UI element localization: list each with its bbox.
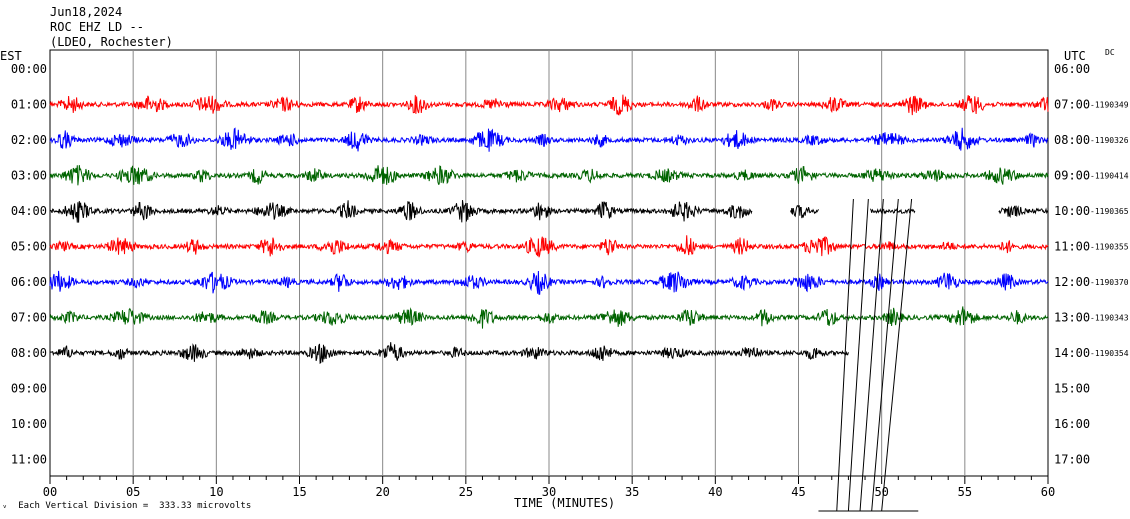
scale-note: ᵥ Each Vertical Division = 333.33 microv… <box>2 501 251 511</box>
est-hour-label: 08:00 <box>11 346 47 360</box>
est-hour-label: 01:00 <box>11 98 47 112</box>
x-tick-label: 55 <box>958 485 972 499</box>
trace-row-5 <box>49 235 1049 258</box>
utc-hour-label: 16:00 <box>1054 417 1090 431</box>
x-tick-label: 35 <box>625 485 639 499</box>
trace-row-6 <box>49 270 1049 295</box>
dc-offset-label: -1190370 <box>1090 278 1129 287</box>
axis: 00 05 10 15 20 25 30 35 40 45 50 55 60 <box>43 476 1055 499</box>
dc-offset-label: -1190355 <box>1090 243 1129 252</box>
est-hour-label: 02:00 <box>11 133 47 147</box>
traces <box>49 94 1049 512</box>
x-tick-label: 15 <box>292 485 306 499</box>
date-label: Jun18,2024 <box>50 5 123 19</box>
est-hour-label: 05:00 <box>11 240 47 254</box>
trace-row-2 <box>49 127 1049 152</box>
est-axis-labels: 00:00 01:00 02:00 03:00 04:00 05:00 06:00 07:00… <box>11 62 47 467</box>
utc-hour-label: 13:00 <box>1054 311 1090 325</box>
est-hour-label: 03:00 <box>11 169 47 183</box>
utc-hour-label: 12:00 <box>1054 275 1090 289</box>
utc-hour-label: 07:00 <box>1054 98 1090 112</box>
time-mark-line <box>847 198 869 512</box>
est-hour-label: 07:00 <box>11 311 47 325</box>
network-label: (LDEO, Rochester) <box>50 35 173 49</box>
utc-hour-label: 17:00 <box>1054 453 1090 467</box>
trace-row-3 <box>49 165 1049 186</box>
x-tick-label: 40 <box>708 485 722 499</box>
scale-note-text: Each Vertical Division = 333.33 microvol… <box>18 501 252 511</box>
station-label: ROC EHZ LD -- <box>50 20 144 34</box>
utc-hour-label: 15:00 <box>1054 382 1090 396</box>
x-axis-title: TIME (MINUTES) <box>514 496 616 510</box>
utc-hour-label: 08:00 <box>1054 133 1090 147</box>
time-mark-line <box>881 198 913 512</box>
dc-offset-labels: -1190349 -1190326 -1190414 -1190365 -1190355… <box>1090 101 1129 359</box>
x-tick-label: 05 <box>126 485 140 499</box>
x-tick-label: 20 <box>375 485 389 499</box>
trace-row-1 <box>49 94 1049 116</box>
x-tick-label: 60 <box>1041 485 1055 499</box>
est-hour-label: 06:00 <box>11 275 47 289</box>
time-mark-line <box>836 198 854 512</box>
est-hour-label: 09:00 <box>11 382 47 396</box>
x-tick-label: 45 <box>791 485 805 499</box>
x-tick-label: 00 <box>43 485 57 499</box>
dc-offset-label: -1190354 <box>1090 349 1129 358</box>
est-zone-label: EST <box>0 49 22 63</box>
trace-row-4 <box>49 200 1049 223</box>
est-hour-label: 00:00 <box>11 62 47 76</box>
grid <box>49 49 1049 477</box>
utc-zone-label: UTC <box>1064 49 1086 63</box>
x-tick-label: 30 <box>542 485 556 499</box>
est-hour-label: 10:00 <box>11 417 47 431</box>
scale-icon: ᵥ <box>2 501 19 511</box>
dc-offset-label: -1190349 <box>1090 101 1129 110</box>
utc-hour-label: 06:00 <box>1054 62 1090 76</box>
x-tick-label: 25 <box>459 485 473 499</box>
dc-offset-label: -1190343 <box>1090 314 1129 323</box>
utc-hour-label: 11:00 <box>1054 240 1090 254</box>
trace-row-7 <box>49 306 1049 329</box>
x-tick-label: 50 <box>874 485 888 499</box>
utc-hour-label: 14:00 <box>1054 346 1090 360</box>
trace-row-8 <box>49 342 849 365</box>
dc-offset-label: -1190326 <box>1090 136 1129 145</box>
x-tick-label: 10 <box>209 485 223 499</box>
utc-hour-label: 10:00 <box>1054 204 1090 218</box>
dc-offset-label: -1190365 <box>1090 207 1129 216</box>
est-hour-label: 11:00 <box>11 453 47 467</box>
dc-label: DC <box>1105 48 1115 57</box>
time-mark-line <box>859 198 884 512</box>
utc-hour-label: 09:00 <box>1054 169 1090 183</box>
dc-offset-label: -1190414 <box>1090 172 1129 181</box>
utc-axis-labels: 06:00 07:00 08:00 09:00 10:00 11:00 12:00 13:00… <box>1054 62 1090 467</box>
est-hour-label: 04:00 <box>11 204 47 218</box>
time-mark-line <box>871 198 899 512</box>
